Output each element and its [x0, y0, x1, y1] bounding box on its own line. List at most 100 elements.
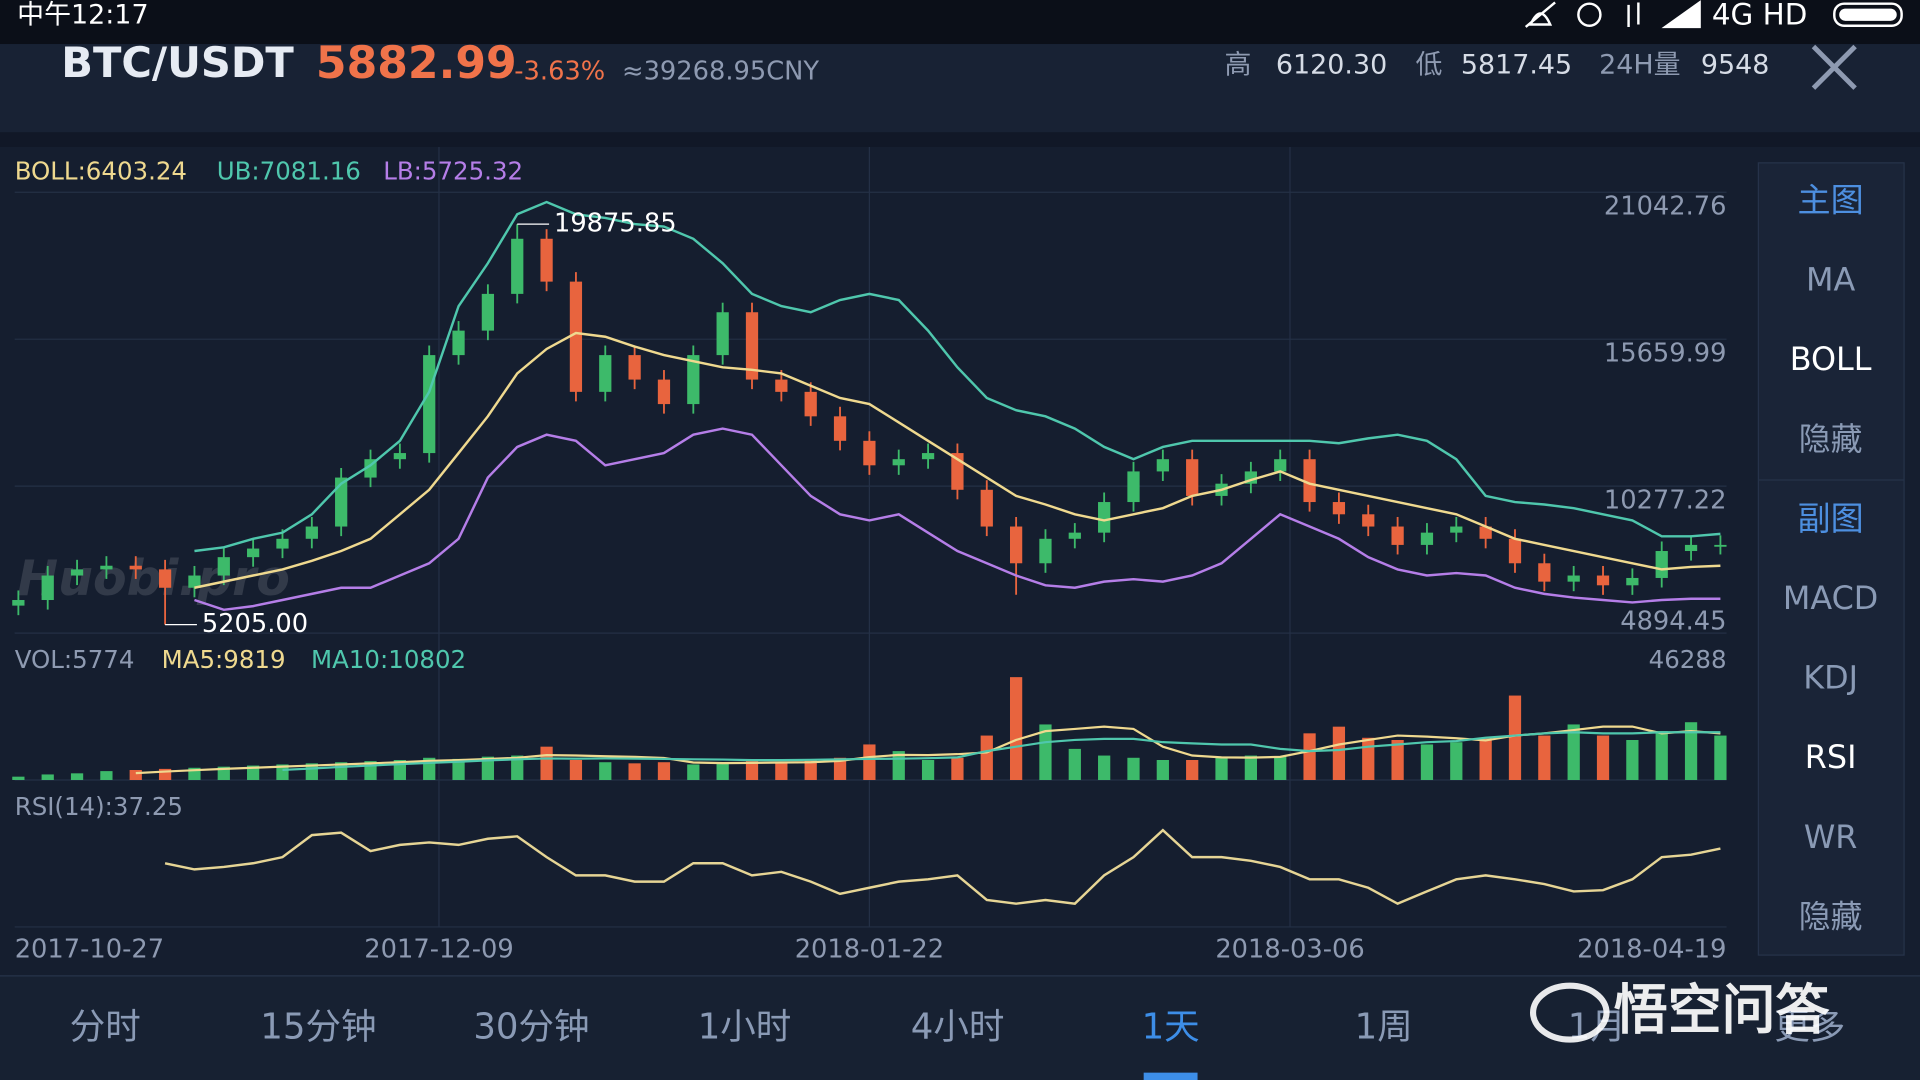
high-value: 6120.30	[1276, 50, 1387, 81]
volume-bar	[775, 762, 788, 780]
volume-label: 24H量	[1599, 50, 1680, 81]
volume-ma-line	[135, 725, 1721, 775]
x-tick-label: 2017-12-09	[364, 935, 513, 965]
candle-body	[70, 569, 84, 576]
low-value: 5817.45	[1461, 50, 1572, 81]
min-label: 5205.00	[202, 609, 308, 639]
candle-body	[540, 238, 553, 282]
candle-body	[1156, 459, 1169, 472]
volume-bar	[1391, 740, 1404, 780]
volume-bar	[1596, 735, 1610, 780]
candle-body	[511, 238, 524, 294]
watermark-text: 悟空问答	[1614, 979, 1830, 1042]
volume-bar	[1508, 695, 1522, 780]
volume-bar	[276, 764, 289, 780]
timeframe-tab[interactable]: 4小时	[911, 1007, 1005, 1048]
volume-bar	[481, 756, 495, 780]
watermark-logo	[1530, 982, 1610, 1043]
volume-bar	[921, 760, 935, 780]
chart-area: 2017-10-27 2017-12-09 2018-01-22 2018-03-06…	[12, 146, 1727, 965]
price-change: -3.63%	[514, 57, 605, 87]
timeframe-tab[interactable]: 更多	[1774, 1007, 1845, 1048]
volume-bar	[745, 761, 759, 780]
candle-body	[833, 416, 847, 441]
timeframe-tab[interactable]: 30分钟	[473, 1007, 589, 1048]
candle-body	[1186, 459, 1199, 496]
timeframe-tab[interactable]: 分时	[70, 1007, 141, 1048]
volume-bar	[1009, 677, 1023, 780]
volume-bar	[863, 744, 876, 780]
volume-label: VOL:5774	[15, 645, 135, 674]
timeframe-tab[interactable]: 1周	[1355, 1007, 1413, 1048]
candle-body	[1567, 575, 1580, 582]
volume-bar	[12, 776, 25, 780]
price-cny: ≈39268.95CNY	[622, 57, 819, 87]
boll-line	[194, 200, 1721, 553]
candle-body	[921, 453, 935, 460]
source-watermark: 悟空问答	[1530, 979, 1830, 1043]
volume-bar	[247, 765, 260, 780]
volume-bar	[41, 774, 54, 780]
battery-icon	[1833, 2, 1903, 27]
volume-value: 9548	[1701, 50, 1770, 81]
side-menu	[1757, 162, 1905, 956]
menu-item[interactable]: BOLL	[1790, 340, 1872, 378]
candle-body	[980, 489, 993, 527]
last-price: 5882.99	[316, 38, 517, 89]
volume-bar	[1244, 755, 1258, 780]
volume-bar	[540, 746, 553, 780]
y-tick-label: 4894.45	[1620, 607, 1726, 637]
low-label: 低	[1416, 50, 1443, 81]
menu-item[interactable]: WR	[1804, 818, 1858, 856]
menu-item[interactable]: MA	[1806, 261, 1855, 299]
candle-body	[217, 557, 230, 576]
x-tick-label: 2018-04-19	[1577, 935, 1726, 965]
timeframe-tabs: 分时 15分钟 30分钟 1小时 4小时 1天 1周 1月 更多	[70, 1007, 1845, 1080]
candle-body	[1009, 526, 1023, 564]
menu-item[interactable]: RSI	[1805, 738, 1857, 776]
candle-body	[158, 569, 172, 588]
volume-bar	[129, 770, 142, 780]
volume-bar	[1479, 737, 1492, 780]
candle-body	[452, 330, 465, 356]
close-button[interactable]	[1811, 44, 1857, 90]
timeframe-tab[interactable]: 1小时	[698, 1007, 792, 1048]
y-tick-label: 21042.76	[1604, 191, 1727, 221]
menu-item[interactable]: 隐藏	[1799, 420, 1863, 458]
volume-bar	[158, 768, 172, 780]
signal-icon	[1661, 0, 1701, 29]
candle-body	[276, 538, 289, 549]
menu-item[interactable]: 隐藏	[1799, 897, 1863, 935]
candle-body	[481, 293, 495, 331]
volume-bar	[599, 762, 612, 780]
timeframe-tab[interactable]: 15分钟	[260, 1007, 376, 1048]
candle-body	[1362, 514, 1375, 527]
volume-bar	[1303, 733, 1316, 780]
volume-bar	[1156, 760, 1169, 780]
exchange-watermark: Huobi.pro	[17, 550, 290, 607]
menu-section-title: 副图	[1798, 499, 1864, 538]
candle-body	[745, 312, 759, 380]
candle-body	[716, 312, 729, 356]
volume-bar	[980, 735, 993, 780]
x-tick-label: 2017-10-27	[15, 935, 164, 965]
candle-body	[1391, 526, 1404, 545]
volume-bar	[100, 771, 113, 780]
rsi-line	[164, 828, 1721, 906]
timeframe-tab[interactable]: 1天	[1142, 1007, 1200, 1048]
volume-bar	[1450, 742, 1463, 780]
high-label: 高	[1224, 50, 1251, 81]
status-bar	[0, 0, 1920, 45]
y-tick-label: 46288	[1649, 645, 1727, 674]
legend-entry: UB:7081.16	[217, 157, 361, 186]
candle-body	[100, 565, 113, 570]
candle-body	[687, 355, 700, 405]
menu-item[interactable]: MACD	[1783, 579, 1878, 617]
candle-body	[804, 391, 817, 417]
status-time: 中午12:17	[17, 0, 148, 30]
volume-bar	[1186, 760, 1199, 780]
menu-item[interactable]: KDJ	[1803, 659, 1858, 697]
volume-ma-line	[282, 731, 1721, 772]
volume-bar	[1567, 724, 1580, 780]
